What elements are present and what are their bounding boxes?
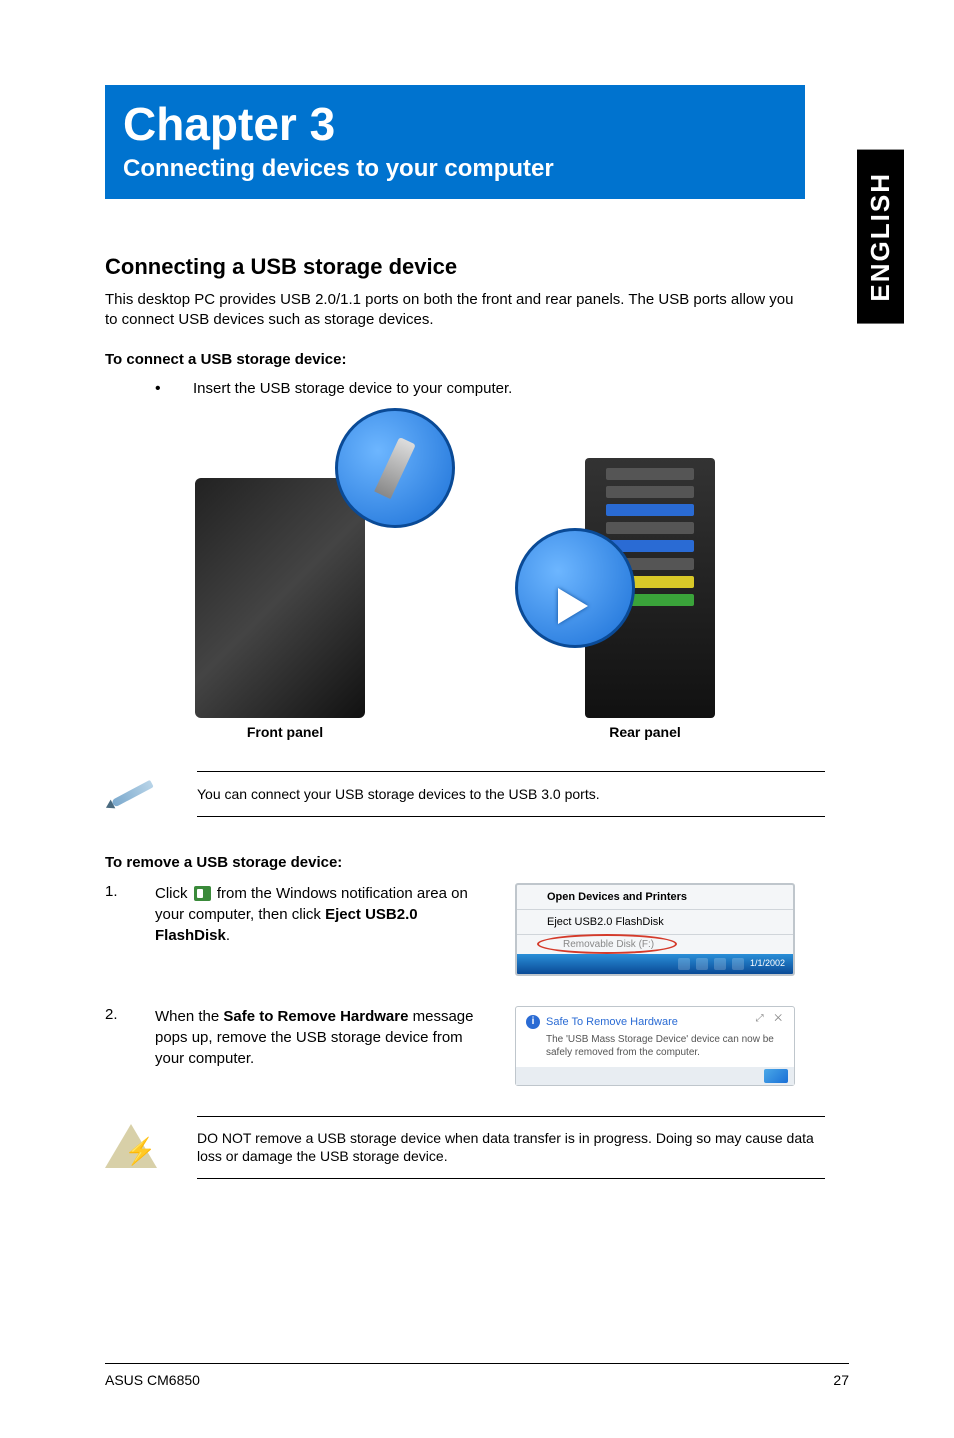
chapter-subtitle: Connecting devices to your computer: [123, 155, 787, 183]
warning-triangle-icon: ⚡: [105, 1124, 157, 1170]
tray-item-icon: [714, 958, 726, 970]
safely-remove-tray-icon: [194, 886, 211, 901]
ss1-row2: Eject USB2.0 FlashDisk: [517, 910, 793, 935]
usb-callout-front-icon: [335, 408, 455, 528]
step1-part-c: .: [226, 927, 230, 944]
chapter-title: Chapter 3: [123, 97, 787, 151]
footer-model: ASUS CM6850: [105, 1372, 200, 1388]
bullet-icon: •: [155, 380, 193, 398]
front-panel-label: Front panel: [105, 724, 465, 740]
language-tab: ENGLISH: [857, 150, 904, 324]
step1-part-a: Click: [155, 885, 192, 902]
rear-panel-label: Rear panel: [465, 724, 825, 740]
lightning-bolt-icon: ⚡: [124, 1136, 156, 1167]
taskbar-tray: 1/1/2002: [517, 954, 793, 974]
note-text: You can connect your USB storage devices…: [197, 771, 825, 817]
list-item: 1. Click from the Windows notification a…: [105, 883, 825, 976]
step1-text: Click from the Windows notification area…: [155, 883, 515, 946]
step2-text: When the Safe to Remove Hardware message…: [155, 1006, 515, 1069]
panel-illustrations: [105, 418, 825, 718]
usb-callout-rear-icon: [515, 528, 635, 648]
tray-item-icon: [732, 958, 744, 970]
warning-block: ⚡ DO NOT remove a USB storage device whe…: [105, 1116, 825, 1180]
step2-bold: Safe to Remove Hardware: [223, 1008, 408, 1025]
pen-note-icon: [105, 768, 157, 820]
ss2-title: i Safe To Remove Hardware: [526, 1015, 784, 1029]
ss2-footer: [516, 1067, 794, 1085]
safe-remove-screenshot: ⤢ ✕ i Safe To Remove Hardware The 'USB M…: [515, 1006, 795, 1086]
port-icon: [606, 486, 694, 498]
remove-heading: To remove a USB storage device:: [105, 854, 849, 871]
list-item: 2. When the Safe to Remove Hardware mess…: [105, 1006, 825, 1086]
footer-page-number: 27: [833, 1372, 849, 1388]
eject-menu-screenshot: Open Devices and Printers Eject USB2.0 F…: [515, 883, 795, 976]
port-icon: [606, 468, 694, 480]
section-intro: This desktop PC provides USB 2.0/1.1 por…: [105, 290, 805, 331]
panel-labels: Front panel Rear panel: [105, 724, 825, 740]
chapter-header: Chapter 3 Connecting devices to your com…: [105, 85, 805, 199]
port-icon: [606, 504, 694, 516]
step-number: 2.: [105, 1006, 155, 1023]
pc-tower-rear-icon: [585, 458, 715, 718]
section-title: Connecting a USB storage device: [105, 254, 849, 280]
arrow-icon: [558, 588, 588, 624]
usb-stick-icon: [374, 437, 416, 499]
tray-item-icon: [696, 958, 708, 970]
info-icon: i: [526, 1015, 540, 1029]
note-block: You can connect your USB storage devices…: [105, 768, 825, 820]
step2-part-a: When the: [155, 1008, 223, 1025]
pc-tower-front-icon: [195, 478, 365, 718]
ss2-body: The 'USB Mass Storage Device' device can…: [526, 1033, 784, 1059]
tray-time: 1/1/2002: [750, 958, 785, 970]
connect-bullet-text: Insert the USB storage device to your co…: [193, 380, 512, 398]
warning-text: DO NOT remove a USB storage device when …: [197, 1116, 825, 1180]
front-panel-illustration: [115, 418, 445, 718]
connect-heading: To connect a USB storage device:: [105, 351, 849, 368]
balloon-close-icon: ⤢ ✕: [756, 1013, 786, 1024]
ss1-row1: Open Devices and Printers: [517, 885, 793, 910]
page-footer: ASUS CM6850 27: [105, 1363, 849, 1388]
step-number: 1.: [105, 883, 155, 900]
ss1-row3: Removable Disk (F:): [517, 935, 793, 954]
tray-item-icon: [678, 958, 690, 970]
window-flag-icon: [764, 1069, 788, 1083]
connect-bullet: • Insert the USB storage device to your …: [105, 380, 849, 398]
ss2-title-text: Safe To Remove Hardware: [546, 1016, 678, 1028]
remove-steps: 1. Click from the Windows notification a…: [105, 883, 825, 1086]
port-icon: [606, 522, 694, 534]
rear-panel-illustration: [485, 418, 815, 718]
